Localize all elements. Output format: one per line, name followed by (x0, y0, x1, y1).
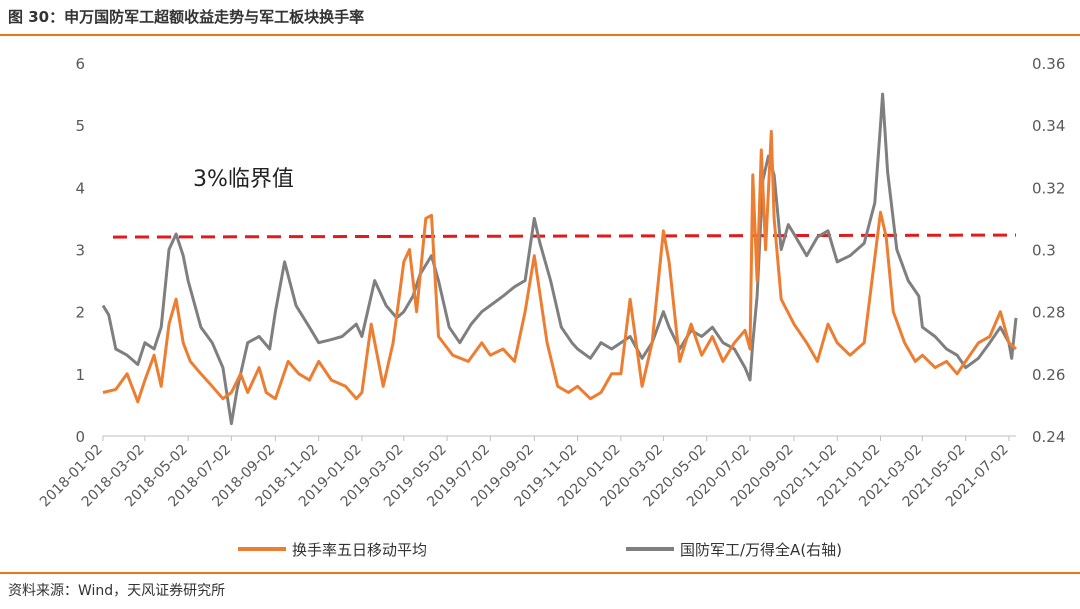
y-left-tick-label: 2 (75, 304, 85, 322)
threshold-line (112, 233, 1017, 239)
y-left-tick-label: 5 (75, 117, 85, 135)
legend-label-turnover: 换手率五日移动平均 (292, 541, 427, 559)
y-right-tick-label: 0.3 (1032, 242, 1056, 260)
turnover-chart: 01234560.240.260.280.30.320.340.362018-0… (37, 55, 1065, 559)
y-right-tick-label: 0.34 (1032, 117, 1065, 135)
y-left-tick-label: 3 (75, 242, 85, 260)
y-right-tick-label: 0.28 (1032, 304, 1065, 322)
source-note: 资料来源：Wind，天风证券研究所 (8, 583, 226, 599)
legend-label-relative: 国防军工/万得全A(右轴) (680, 541, 842, 559)
y-right-tick-label: 0.24 (1032, 428, 1065, 446)
figure-title: 图 30：申万国防军工超额收益走势与军工板块换手率 (8, 8, 365, 26)
y-right-tick-label: 0.32 (1032, 179, 1065, 197)
y-left-tick-label: 0 (75, 428, 85, 446)
turnover-series-line (102, 129, 1017, 404)
y-right-tick-label: 0.26 (1032, 366, 1065, 384)
y-left-tick-label: 4 (75, 179, 85, 197)
top-rule (0, 34, 1080, 36)
y-right-tick-label: 0.36 (1032, 55, 1065, 73)
y-left-tick-label: 1 (75, 366, 85, 384)
bottom-rule (0, 572, 1080, 574)
relative-index-series-line (101, 92, 1018, 426)
y-left-tick-label: 6 (75, 55, 85, 73)
threshold-annotation: 3%临界值 (193, 167, 294, 192)
